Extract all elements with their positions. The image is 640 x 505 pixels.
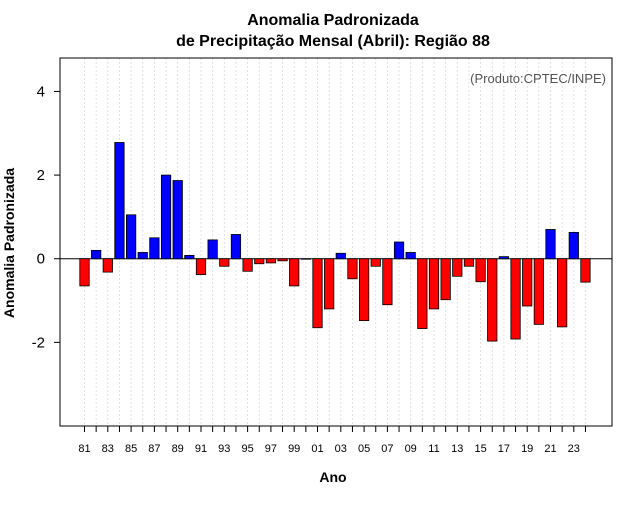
x-axis-title: Ano — [319, 469, 346, 485]
bar-23 — [568, 231, 579, 260]
bar-10 — [417, 258, 428, 329]
bar-07 — [382, 258, 393, 306]
bar-97 — [265, 258, 277, 264]
bar-00 — [300, 258, 311, 260]
bar-98 — [277, 258, 288, 262]
bar-99 — [289, 258, 300, 287]
x-tick-label: 93 — [218, 443, 230, 455]
x-tick-label: 99 — [288, 443, 300, 455]
bar-88 — [160, 174, 172, 260]
x-tick-label: 05 — [358, 443, 370, 455]
bar-09 — [405, 252, 416, 260]
y-tick-label: -2 — [32, 334, 45, 351]
bar-20 — [533, 258, 544, 325]
bar-95 — [242, 258, 253, 272]
bar-91 — [195, 258, 207, 276]
plot-area-frame — [59, 57, 613, 427]
bar-11 — [428, 258, 440, 310]
bar-02 — [324, 258, 335, 310]
chart-title-line2: de Precipitação Mensal (Abril): Região 8… — [176, 33, 490, 50]
bar-83 — [102, 258, 113, 273]
bar-06 — [370, 258, 381, 267]
x-axis: 81 83 85 87 89 91 93 95 97 99 01 03 05 07 09 11 13 15 17 19… — [78, 426, 586, 455]
bar-05 — [358, 258, 370, 322]
bar-81 — [79, 258, 90, 287]
x-tick-label: 07 — [381, 443, 393, 455]
bar-96 — [254, 258, 265, 265]
y-tick-label: 4 — [37, 83, 45, 100]
y-tick-label: 2 — [37, 167, 45, 184]
x-tick-label: 11 — [428, 443, 439, 455]
bar-18 — [510, 258, 521, 340]
bar-04 — [347, 258, 358, 280]
bar-12 — [440, 258, 451, 301]
bar-89 — [172, 180, 183, 260]
bar-17 — [498, 256, 510, 260]
x-tick-label: 87 — [148, 443, 160, 455]
bar-21 — [545, 229, 556, 260]
bar-22 — [557, 258, 568, 328]
bar-08 — [393, 241, 405, 260]
x-tick-label: 09 — [405, 443, 417, 455]
x-tick-label: 81 — [78, 443, 90, 455]
x-tick-label: 85 — [125, 443, 137, 455]
bar-90 — [184, 254, 195, 260]
bar-24 — [580, 258, 591, 283]
x-tick-label: 89 — [172, 443, 184, 455]
chart-title-line1: Anomalia Padronizada — [247, 12, 419, 29]
x-tick-label: 83 — [102, 443, 114, 455]
x-tick-label: 15 — [474, 443, 486, 455]
vertical-gridlines — [84, 58, 586, 426]
bar-01 — [312, 258, 323, 329]
bar-16 — [487, 258, 498, 342]
bar-86 — [137, 252, 148, 260]
x-tick-label: 91 — [195, 443, 207, 455]
x-tick-label: 01 — [311, 443, 323, 455]
bar-92 — [207, 239, 218, 260]
credit-label: (Produto:CPTEC/INPE) — [470, 71, 606, 86]
bar-82 — [91, 249, 102, 260]
bar-series — [79, 142, 591, 342]
y-axis: -2 0 2 4 — [32, 83, 60, 351]
bar-15 — [475, 258, 486, 283]
x-tick-label: 17 — [498, 443, 510, 455]
bar-94 — [230, 234, 242, 260]
x-tick-label: 19 — [521, 443, 533, 455]
y-tick-label: 0 — [37, 251, 45, 268]
y-axis-title: Anomalia Padronizada — [1, 168, 17, 318]
x-tick-label: 23 — [568, 443, 580, 455]
bar-87 — [149, 237, 160, 260]
x-tick-label: 95 — [241, 443, 253, 455]
bar-14 — [463, 258, 475, 267]
bar-84 — [114, 142, 125, 260]
bar-93 — [219, 258, 230, 267]
x-tick-label: 21 — [544, 443, 556, 455]
bar-85 — [126, 214, 137, 260]
bar-19 — [522, 258, 533, 307]
bar-13 — [452, 258, 463, 277]
x-tick-label: 97 — [265, 443, 277, 455]
x-tick-label: 13 — [451, 443, 463, 455]
bar-03 — [335, 252, 346, 260]
x-tick-label: 03 — [335, 443, 347, 455]
